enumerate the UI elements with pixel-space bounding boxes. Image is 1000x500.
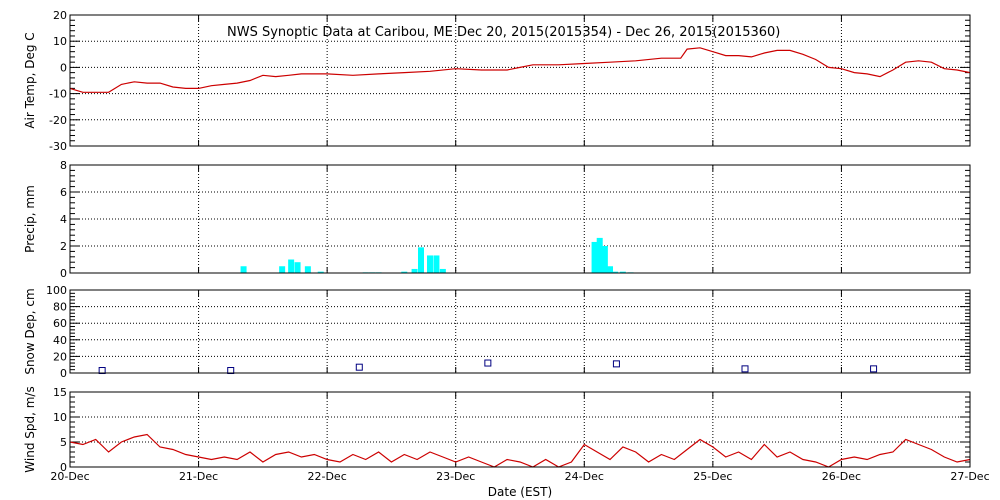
y-axis-title: Snow Dep, cm (23, 288, 37, 374)
y-tick-label: 5 (60, 436, 67, 449)
y-tick-label: 2 (60, 240, 67, 253)
panel-frame (69, 164, 971, 274)
y-tick-label: -20 (49, 114, 67, 127)
y-tick-label: -10 (49, 88, 67, 101)
x-tick-label: 20-Dec (50, 470, 89, 483)
x-tick-label: 23-Dec (436, 470, 475, 483)
snow-depth-point (484, 359, 492, 367)
precip-bar (401, 271, 408, 273)
precip-bar (240, 266, 247, 273)
precip-bar (612, 271, 619, 273)
y-tick-label: 80 (53, 301, 67, 314)
y-tick-label: 10 (53, 35, 67, 48)
x-tick-label: 22-Dec (308, 470, 347, 483)
panel-frame (69, 289, 971, 374)
x-tick-label: 26-Dec (822, 470, 861, 483)
panel-frame (69, 14, 971, 147)
x-axis-title: Date (EST) (488, 485, 552, 499)
x-tick-label: 27-Dec (950, 470, 989, 483)
y-tick-label: 100 (46, 284, 67, 297)
precip-bar (439, 268, 446, 273)
snow-depth-point (227, 367, 235, 375)
y-tick-label: 4 (60, 213, 67, 226)
series-line (69, 433, 971, 468)
precip-bar (418, 247, 424, 273)
precip-bar (591, 241, 598, 273)
y-tick-label: -30 (49, 140, 67, 153)
x-tick-label: 25-Dec (693, 470, 732, 483)
snow-depth-point (870, 365, 878, 373)
precip-bar (317, 271, 324, 273)
snow-depth-point (741, 365, 749, 373)
precip-bar (427, 255, 433, 273)
y-tick-label: 40 (53, 334, 67, 347)
y-tick-label: 60 (53, 317, 67, 330)
snow-depth-point (355, 363, 363, 371)
precip-bar (433, 255, 440, 273)
precip-bar (601, 246, 608, 273)
y-tick-label: 0 (60, 267, 67, 280)
precip-bar (304, 266, 311, 273)
snow-depth-point (612, 360, 620, 368)
y-tick-label: 0 (60, 367, 67, 380)
precip-bar (607, 266, 613, 273)
precip-bar (619, 271, 626, 273)
series-line (69, 47, 971, 93)
snow-depth-point (98, 367, 106, 375)
y-axis-title: Precip, mm (23, 185, 37, 253)
precip-bar (288, 259, 295, 273)
precip-bar (596, 237, 603, 273)
y-tick-label: 10 (53, 411, 67, 424)
x-tick-label: 24-Dec (565, 470, 604, 483)
y-tick-label: 20 (53, 9, 67, 22)
x-tick-label: 21-Dec (179, 470, 218, 483)
y-tick-label: 20 (53, 350, 67, 363)
chart-title: NWS Synoptic Data at Caribou, ME Dec 20,… (227, 25, 780, 40)
precip-bar (279, 266, 286, 273)
y-axis-title: Air Temp, Deg C (23, 32, 37, 128)
y-tick-label: 0 (60, 461, 67, 474)
y-tick-label: 0 (60, 61, 67, 74)
precip-bar (294, 262, 301, 273)
panel-frame (69, 391, 971, 468)
y-tick-label: 6 (60, 186, 67, 199)
precip-bar (411, 268, 418, 273)
y-tick-label: 15 (53, 386, 67, 399)
y-tick-label: 8 (60, 159, 67, 172)
y-axis-title: Wind Spd, m/s (23, 386, 37, 472)
